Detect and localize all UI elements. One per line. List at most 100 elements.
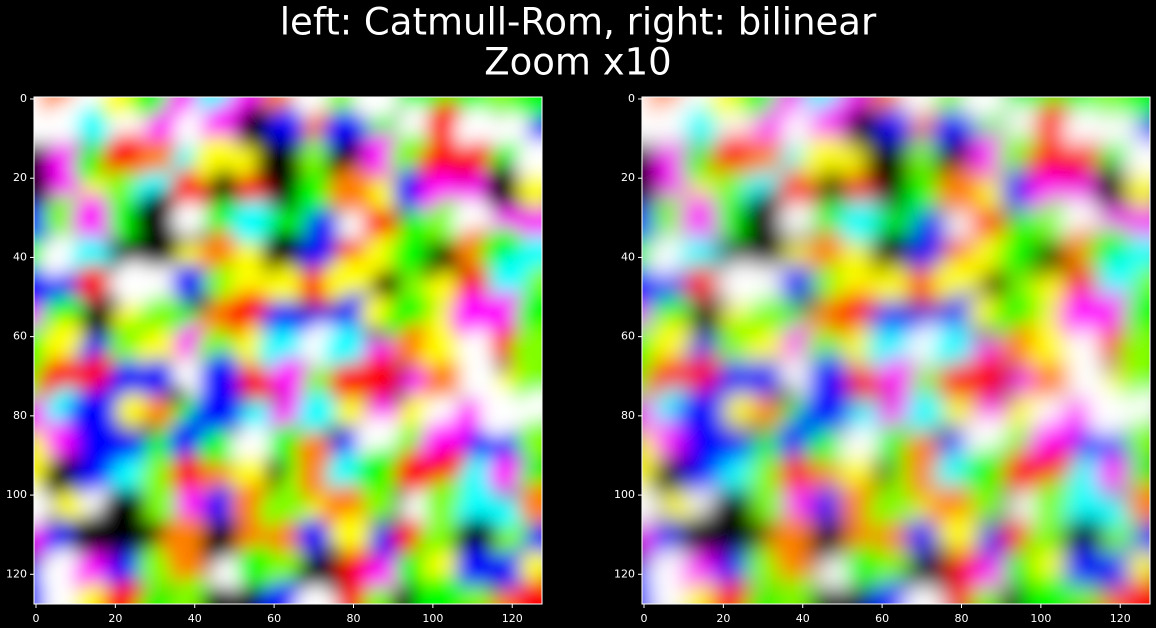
image-blob bbox=[1022, 574, 1076, 604]
y-tick-label: 120 bbox=[6, 567, 27, 580]
x-tick-label: 120 bbox=[502, 612, 523, 625]
image bbox=[34, 97, 542, 604]
image-blob bbox=[904, 391, 948, 435]
image-blob bbox=[457, 329, 501, 373]
y-tick-label: 20 bbox=[621, 171, 635, 184]
image-blob bbox=[199, 586, 240, 604]
image-blob bbox=[936, 166, 989, 219]
image-blob bbox=[270, 356, 311, 398]
image-blob bbox=[305, 208, 342, 246]
image-blob bbox=[801, 384, 853, 436]
image-blob bbox=[751, 394, 787, 430]
image-blob bbox=[1057, 291, 1109, 343]
image-blob bbox=[337, 211, 373, 247]
image-blob bbox=[109, 260, 159, 311]
y-tick-label: 0 bbox=[628, 92, 635, 105]
image-blob bbox=[34, 487, 53, 530]
image-blob bbox=[904, 554, 947, 597]
x-tick-label: 0 bbox=[32, 612, 39, 625]
image-blob bbox=[808, 520, 857, 569]
image-blob bbox=[414, 574, 468, 604]
image-blob bbox=[642, 487, 661, 530]
x-tick-label: 60 bbox=[875, 612, 889, 625]
image-blob bbox=[649, 586, 689, 604]
x-tick-label: 40 bbox=[188, 612, 202, 625]
y-tick-label: 80 bbox=[13, 409, 27, 422]
image-blob bbox=[170, 263, 210, 302]
image-blob bbox=[1124, 418, 1150, 464]
image-blob bbox=[517, 171, 542, 211]
image-blob bbox=[425, 270, 463, 308]
image-blob bbox=[353, 97, 403, 123]
image-blob bbox=[173, 486, 210, 523]
x-tick-label: 80 bbox=[346, 612, 360, 625]
x-tick-label: 40 bbox=[796, 612, 810, 625]
image-blob bbox=[741, 191, 795, 246]
image-blob bbox=[945, 211, 981, 247]
image-blob bbox=[75, 418, 126, 470]
image-blob bbox=[781, 486, 818, 523]
image-blob bbox=[1031, 361, 1074, 404]
image-blob bbox=[873, 265, 917, 309]
image-blob bbox=[961, 97, 1011, 123]
image-blob bbox=[747, 358, 786, 397]
image-blob bbox=[1033, 270, 1071, 308]
y-tick-label: 100 bbox=[614, 488, 635, 501]
image-blob bbox=[362, 486, 399, 523]
y-tick-label: 60 bbox=[621, 330, 635, 343]
image-blob bbox=[1125, 481, 1150, 527]
image-blob bbox=[723, 392, 761, 430]
x-tick-label: 100 bbox=[422, 612, 443, 625]
title-line: Zoom x10 bbox=[484, 41, 671, 84]
image-blob bbox=[1121, 97, 1150, 121]
image-blob bbox=[107, 519, 145, 556]
image-blob bbox=[878, 356, 919, 398]
image-blobs bbox=[34, 97, 542, 604]
image-blob bbox=[642, 173, 658, 213]
image-blob bbox=[198, 428, 239, 470]
image-blob bbox=[266, 169, 305, 208]
image-blob bbox=[296, 391, 340, 435]
y-tick-label: 40 bbox=[621, 250, 635, 263]
image-blob bbox=[1069, 584, 1105, 604]
x-tick-label: 20 bbox=[716, 612, 730, 625]
image-blob bbox=[389, 234, 430, 276]
y-tick-label: 120 bbox=[614, 567, 635, 580]
image-blob bbox=[807, 586, 848, 604]
image-blob bbox=[516, 418, 542, 464]
image-blob bbox=[265, 265, 309, 309]
y-tick-label: 40 bbox=[13, 250, 27, 263]
image-blob bbox=[913, 208, 950, 246]
image bbox=[642, 97, 1150, 604]
image-blob bbox=[454, 547, 497, 590]
image-blob bbox=[355, 448, 406, 499]
image-blob bbox=[874, 169, 913, 208]
axes-frame bbox=[33, 96, 543, 605]
image-blob bbox=[512, 579, 542, 604]
image-blob bbox=[79, 300, 121, 343]
image-blob bbox=[518, 234, 542, 277]
image-blob bbox=[449, 291, 501, 343]
x-tick-label: 0 bbox=[640, 612, 647, 625]
image-blob bbox=[970, 486, 1007, 523]
image-blob bbox=[513, 97, 542, 121]
image-blobs bbox=[642, 97, 1150, 604]
image-blob bbox=[753, 233, 792, 272]
x-tick-label: 120 bbox=[1110, 612, 1131, 625]
image-blob bbox=[487, 455, 527, 495]
y-tick-label: 60 bbox=[13, 330, 27, 343]
image-blob bbox=[296, 517, 334, 556]
image-blob bbox=[778, 263, 818, 302]
image-blob bbox=[1125, 171, 1150, 211]
image-blob bbox=[171, 201, 209, 239]
y-tick-label: 100 bbox=[6, 488, 27, 501]
image-blob bbox=[744, 589, 785, 604]
title-line: left: Catmull-Rom, right: bilinear bbox=[280, 1, 877, 44]
image-blob bbox=[479, 389, 531, 441]
image-blob bbox=[517, 481, 542, 527]
image-blob bbox=[1065, 329, 1109, 373]
image-blob bbox=[355, 354, 401, 401]
image-blob bbox=[328, 166, 381, 219]
image-blob bbox=[904, 517, 942, 556]
